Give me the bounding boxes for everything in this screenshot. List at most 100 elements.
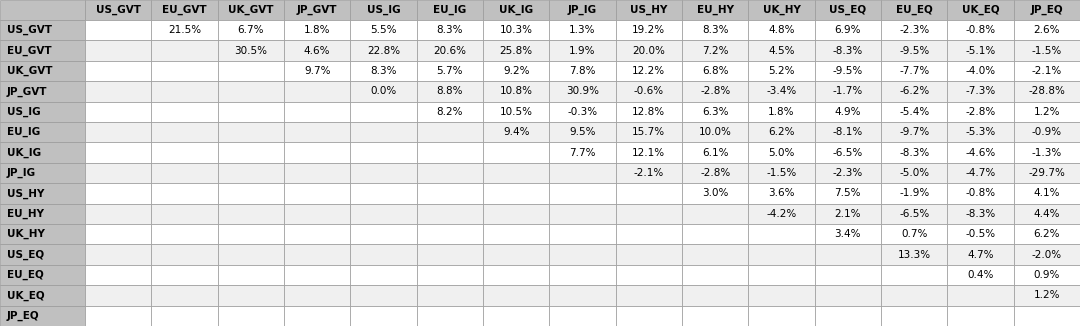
Text: 5.0%: 5.0%: [768, 148, 795, 157]
Bar: [350, 285, 417, 305]
Bar: [0, 40, 85, 61]
Bar: [284, 40, 350, 61]
Bar: [151, 204, 218, 224]
Bar: [681, 285, 748, 305]
Bar: [814, 163, 881, 183]
Bar: [350, 20, 417, 40]
Bar: [616, 163, 681, 183]
Bar: [483, 61, 550, 81]
Bar: [550, 163, 616, 183]
Text: 8.3%: 8.3%: [702, 25, 728, 35]
Bar: [151, 224, 218, 244]
Bar: [1014, 142, 1080, 163]
Bar: [881, 285, 947, 305]
Bar: [284, 163, 350, 183]
Bar: [616, 61, 681, 81]
Bar: [616, 305, 681, 326]
Bar: [748, 163, 814, 183]
Bar: [218, 265, 284, 285]
Text: 3.6%: 3.6%: [768, 188, 795, 199]
Text: US_IG: US_IG: [367, 5, 401, 15]
Text: 12.1%: 12.1%: [632, 148, 665, 157]
Bar: [350, 102, 417, 122]
Text: 19.2%: 19.2%: [632, 25, 665, 35]
Bar: [616, 285, 681, 305]
Bar: [284, 81, 350, 102]
Bar: [814, 265, 881, 285]
Bar: [748, 122, 814, 142]
Bar: [218, 224, 284, 244]
Bar: [814, 204, 881, 224]
Bar: [218, 20, 284, 40]
Bar: [284, 0, 350, 20]
Bar: [748, 224, 814, 244]
Bar: [151, 285, 218, 305]
Bar: [0, 81, 85, 102]
Bar: [284, 265, 350, 285]
Text: 30.9%: 30.9%: [566, 86, 599, 96]
Bar: [483, 224, 550, 244]
Text: -5.0%: -5.0%: [900, 168, 929, 178]
Bar: [681, 163, 748, 183]
Text: JP_EQ: JP_EQ: [1030, 5, 1063, 15]
Bar: [218, 81, 284, 102]
Text: 7.7%: 7.7%: [569, 148, 596, 157]
Bar: [681, 102, 748, 122]
Bar: [550, 61, 616, 81]
Bar: [483, 122, 550, 142]
Bar: [748, 265, 814, 285]
Bar: [681, 20, 748, 40]
Bar: [814, 102, 881, 122]
Text: JP_IG: JP_IG: [6, 168, 36, 178]
Bar: [151, 183, 218, 204]
Bar: [550, 122, 616, 142]
Bar: [748, 102, 814, 122]
Bar: [350, 244, 417, 265]
Bar: [616, 40, 681, 61]
Bar: [85, 40, 151, 61]
Text: 9.4%: 9.4%: [503, 127, 529, 137]
Text: 6.2%: 6.2%: [1034, 229, 1061, 239]
Bar: [218, 305, 284, 326]
Bar: [881, 224, 947, 244]
Text: EU_IG: EU_IG: [6, 127, 40, 137]
Bar: [0, 224, 85, 244]
Text: -2.8%: -2.8%: [700, 168, 730, 178]
Bar: [151, 122, 218, 142]
Bar: [85, 204, 151, 224]
Text: 1.9%: 1.9%: [569, 46, 596, 56]
Bar: [0, 204, 85, 224]
Bar: [483, 0, 550, 20]
Text: UK_GVT: UK_GVT: [228, 5, 273, 15]
Text: 4.7%: 4.7%: [968, 250, 994, 259]
Bar: [947, 102, 1014, 122]
Text: 7.2%: 7.2%: [702, 46, 728, 56]
Text: 25.8%: 25.8%: [500, 46, 532, 56]
Bar: [350, 163, 417, 183]
Bar: [417, 204, 483, 224]
Text: -2.1%: -2.1%: [634, 168, 664, 178]
Bar: [284, 224, 350, 244]
Bar: [151, 163, 218, 183]
Bar: [616, 0, 681, 20]
Bar: [151, 0, 218, 20]
Bar: [881, 305, 947, 326]
Bar: [284, 20, 350, 40]
Text: 5.5%: 5.5%: [370, 25, 396, 35]
Bar: [85, 0, 151, 20]
Bar: [85, 61, 151, 81]
Bar: [947, 285, 1014, 305]
Text: 7.5%: 7.5%: [835, 188, 861, 199]
Bar: [483, 163, 550, 183]
Text: 9.7%: 9.7%: [303, 66, 330, 76]
Text: -6.5%: -6.5%: [899, 209, 929, 219]
Bar: [85, 142, 151, 163]
Bar: [550, 0, 616, 20]
Bar: [350, 81, 417, 102]
Bar: [814, 305, 881, 326]
Bar: [1014, 81, 1080, 102]
Bar: [1014, 0, 1080, 20]
Bar: [1014, 183, 1080, 204]
Bar: [616, 102, 681, 122]
Text: -4.6%: -4.6%: [966, 148, 996, 157]
